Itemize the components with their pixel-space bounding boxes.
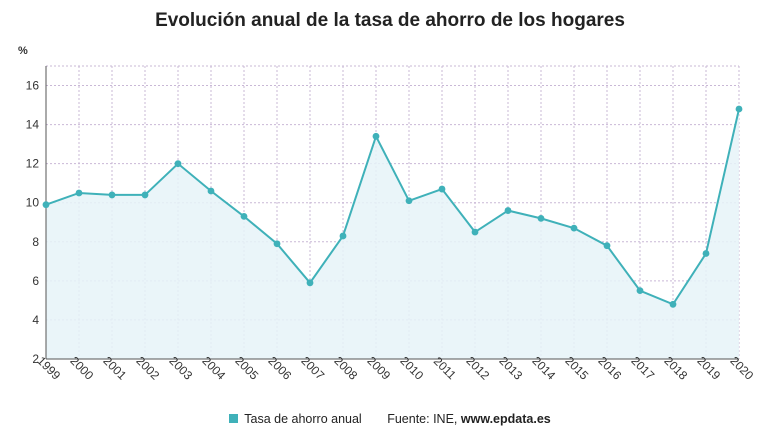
data-point: [735, 105, 743, 113]
legend-swatch: [229, 414, 239, 423]
x-tick-label: 2020: [727, 354, 756, 383]
y-tick-label: 16: [26, 79, 40, 93]
source-text: Fuente: INE, www.epdata.es: [387, 412, 551, 426]
data-point: [438, 185, 446, 193]
data-point: [570, 224, 578, 232]
series-line: [45, 108, 740, 306]
data-point: [504, 207, 512, 214]
y-tick-label: 12: [26, 157, 40, 171]
legend-label: Tasa de ahorro anual: [244, 412, 362, 426]
data-point: [471, 228, 479, 236]
chart-title: Evolución anual de la tasa de ahorro de …: [155, 10, 625, 31]
data-point: [141, 191, 149, 199]
y-tick-label: 4: [32, 313, 39, 327]
y-tick-label: 10: [26, 196, 40, 210]
data-point: [405, 197, 413, 205]
y-tick-label: 8: [32, 235, 39, 249]
line-layer: [45, 108, 740, 306]
data-point: [636, 287, 644, 295]
legend-item: Tasa de ahorro anual: [229, 412, 362, 426]
data-point: [240, 213, 248, 220]
data-point: [339, 232, 347, 240]
data-point: [669, 300, 677, 308]
data-point: [537, 214, 545, 222]
data-point: [603, 242, 611, 250]
y-tick-label: 6: [32, 274, 39, 288]
series-area: [46, 108, 739, 360]
y-axis-unit: %: [18, 45, 28, 57]
data-point: [702, 250, 710, 257]
area-layer: [46, 108, 739, 360]
data-point: [372, 132, 380, 140]
data-point: [75, 189, 83, 197]
data-point: [306, 279, 314, 287]
data-point: [174, 160, 182, 168]
y-tick-label: 2: [32, 352, 39, 366]
data-point: [273, 240, 281, 248]
chart-footer: Tasa de ahorro anual Fuente: INE, www.ep…: [0, 412, 780, 426]
source-prefix: Fuente: INE,: [387, 412, 458, 426]
y-tick-label: 14: [26, 118, 40, 132]
data-point: [108, 191, 116, 199]
axis-layer: [45, 66, 739, 360]
data-point: [207, 187, 215, 195]
source-name: www.epdata.es: [460, 412, 551, 426]
data-point: [42, 201, 50, 209]
point-layer: [42, 105, 743, 308]
